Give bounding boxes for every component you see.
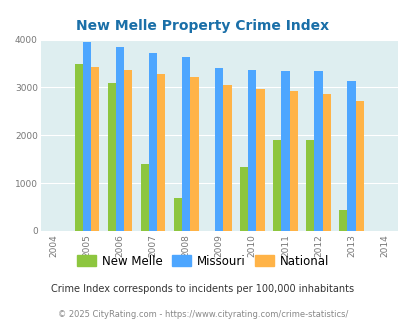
Bar: [256, 89, 264, 231]
Bar: [322, 94, 330, 231]
Bar: [107, 83, 115, 231]
Bar: [215, 68, 223, 231]
Bar: [190, 78, 198, 231]
Bar: [181, 57, 190, 231]
Bar: [281, 71, 289, 231]
Text: New Melle Property Crime Index: New Melle Property Crime Index: [76, 19, 329, 33]
Bar: [157, 74, 165, 231]
Bar: [173, 198, 181, 231]
Bar: [247, 70, 256, 231]
Legend: New Melle, Missouri, National: New Melle, Missouri, National: [72, 250, 333, 273]
Bar: [140, 164, 149, 231]
Bar: [91, 67, 99, 231]
Bar: [75, 64, 83, 231]
Bar: [149, 53, 157, 231]
Bar: [115, 47, 124, 231]
Bar: [338, 211, 347, 231]
Bar: [223, 85, 231, 231]
Bar: [289, 91, 297, 231]
Bar: [305, 140, 313, 231]
Bar: [83, 43, 91, 231]
Text: Crime Index corresponds to incidents per 100,000 inhabitants: Crime Index corresponds to incidents per…: [51, 284, 354, 294]
Bar: [355, 101, 363, 231]
Bar: [313, 71, 322, 231]
Bar: [347, 81, 355, 231]
Bar: [124, 70, 132, 231]
Bar: [239, 167, 247, 231]
Bar: [272, 140, 281, 231]
Text: © 2025 CityRating.com - https://www.cityrating.com/crime-statistics/: © 2025 CityRating.com - https://www.city…: [58, 310, 347, 319]
